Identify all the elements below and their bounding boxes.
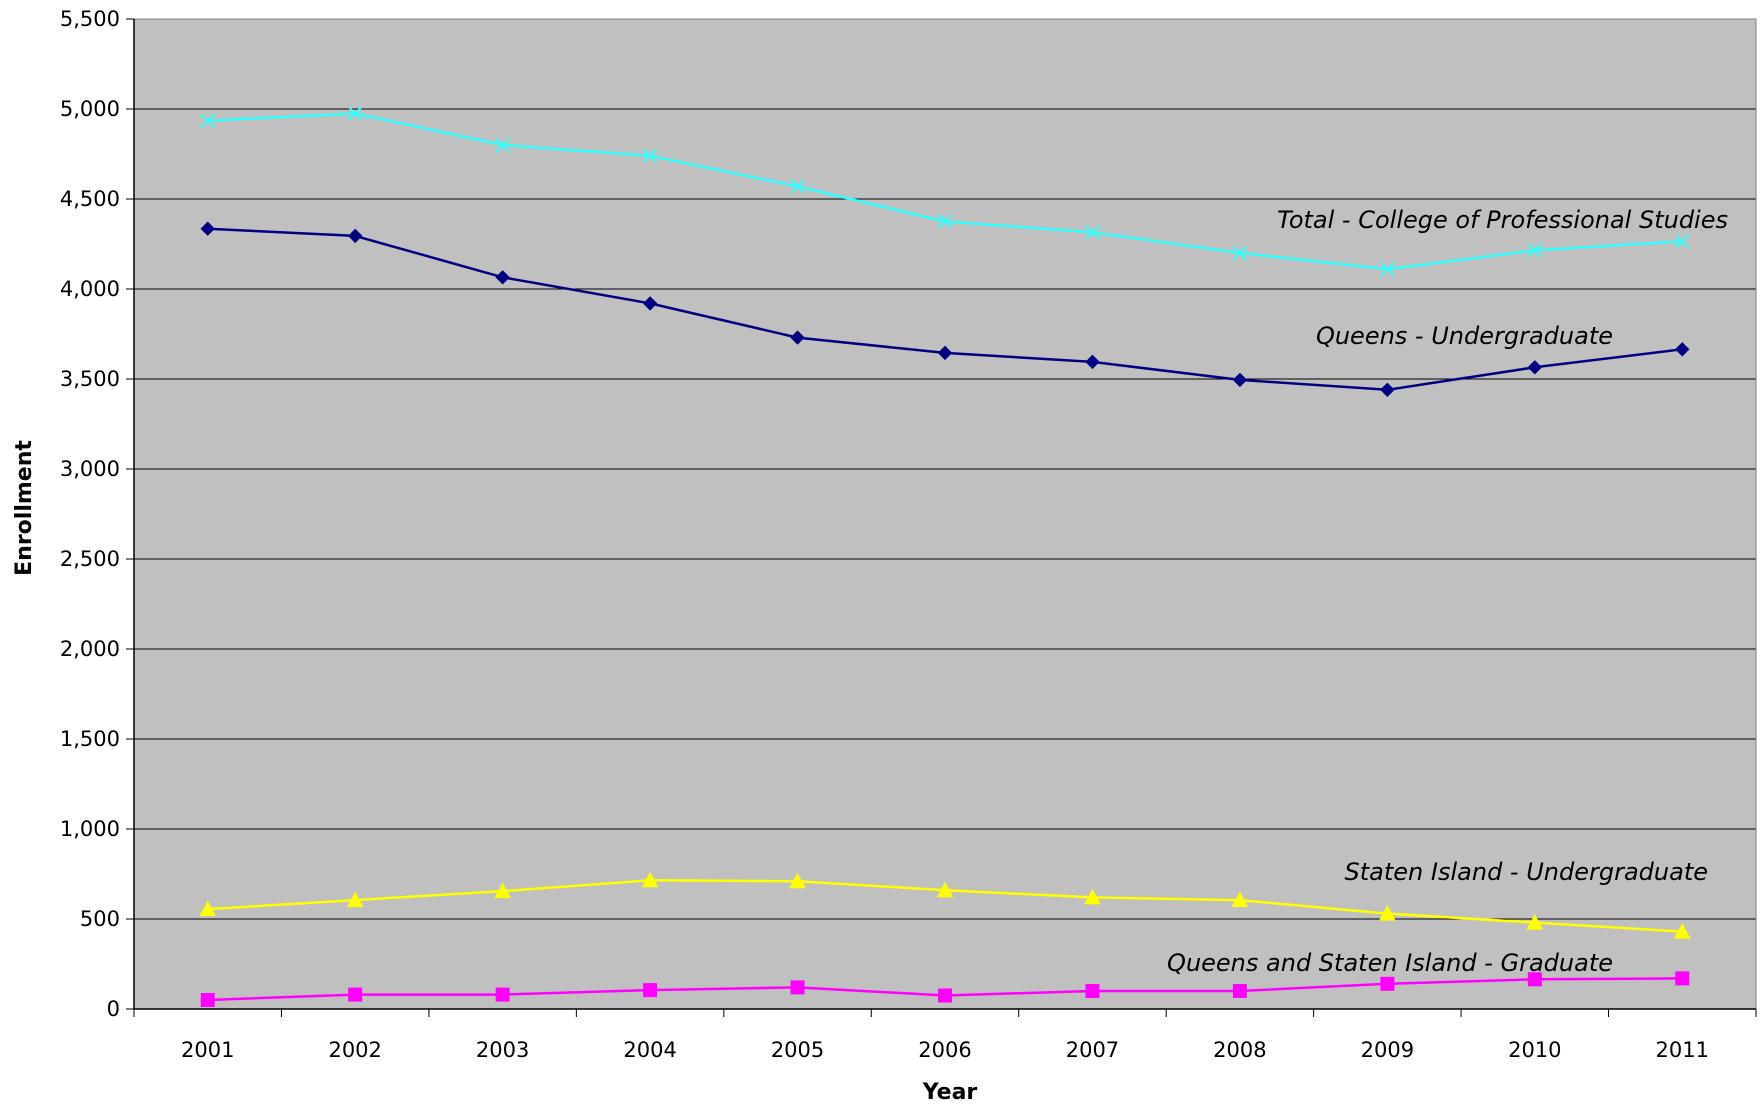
x-marker: [1527, 243, 1543, 258]
diamond-marker: [347, 228, 363, 244]
square-marker: [348, 987, 363, 1002]
series-0: [200, 106, 1690, 277]
series-labels: Total - College of Professional Studies Q…: [1167, 206, 1728, 977]
diamond-marker: [642, 296, 658, 311]
x-marker: [1380, 261, 1395, 277]
x-tick-label: 2003: [476, 1038, 529, 1062]
y-axis-title: Enrollment: [12, 440, 37, 576]
square-marker: [938, 988, 952, 1003]
triangle-marker: [1526, 914, 1544, 930]
x-marker: [937, 214, 953, 229]
square-marker: [200, 993, 215, 1007]
triangle-marker: [346, 891, 364, 908]
diamond-marker: [937, 345, 953, 361]
x-tick-label: 2001: [181, 1038, 234, 1062]
series-label: Queens - Undergraduate: [1316, 322, 1613, 350]
x-tick-label: 2004: [623, 1038, 676, 1062]
x-tick-label: 2009: [1361, 1038, 1414, 1062]
y-tick-label: 3,500: [60, 367, 120, 391]
square-marker: [1232, 984, 1247, 998]
square-marker: [1527, 972, 1542, 987]
triangle-marker: [494, 882, 511, 899]
square-marker: [1085, 984, 1100, 998]
series-1: [200, 221, 1690, 398]
square-marker: [1675, 971, 1690, 986]
y-tick-label: 500: [80, 907, 120, 931]
x-marker: [1085, 225, 1100, 240]
triangle-marker: [199, 900, 217, 917]
square-marker: [790, 980, 805, 995]
triangle-marker: [936, 881, 954, 898]
y-tick-label: 4,000: [60, 277, 120, 301]
x-tick-label: 2006: [918, 1038, 971, 1062]
triangle-marker: [1231, 891, 1249, 908]
y-tick-label: 5,500: [60, 7, 120, 31]
square-marker: [495, 987, 510, 1002]
x-marker: [1232, 245, 1248, 261]
y-tick-label: 4,500: [60, 187, 120, 211]
y-tick-labels: 0 500 1,000 1,500 2,000 2,500 3,000 3,500 4,000 4…: [60, 7, 120, 1021]
triangle-marker: [789, 872, 806, 889]
diamond-marker: [200, 221, 215, 236]
series-3: [200, 971, 1690, 1007]
y-tick-label: 2,000: [60, 637, 120, 661]
diamond-marker: [790, 330, 805, 345]
x-tick-label: 2008: [1213, 1038, 1266, 1062]
diamond-marker: [1380, 382, 1395, 398]
diamond-marker: [1085, 354, 1100, 370]
x-tick-label: 2002: [328, 1038, 381, 1062]
triangle-marker: [1084, 888, 1101, 905]
x-marker: [200, 113, 215, 128]
square-marker: [1380, 976, 1395, 991]
diamond-marker: [1527, 360, 1543, 375]
y-tick-label: 5,000: [60, 97, 120, 121]
diamond-marker: [495, 270, 510, 285]
x-marker: [1675, 234, 1690, 249]
series-label: Staten Island - Undergraduate: [1345, 858, 1708, 886]
x-marker: [495, 137, 510, 153]
plot-area: [134, 19, 1756, 1009]
y-tick-label: 1,000: [60, 817, 120, 841]
series-label: Queens and Staten Island - Graduate: [1167, 949, 1613, 977]
triangle-marker: [1673, 923, 1691, 939]
x-marker: [347, 106, 363, 121]
x-axis-title: Year: [922, 1080, 978, 1104]
square-marker: [643, 983, 658, 998]
triangle-marker: [641, 871, 659, 888]
x-tick-label: 2007: [1066, 1038, 1119, 1062]
axes: [126, 18, 1757, 1017]
x-marker: [790, 179, 805, 194]
series-group: [199, 106, 1691, 1007]
y-tick-label: 0: [107, 997, 120, 1021]
x-tick-label: 2011: [1656, 1038, 1709, 1062]
diamond-marker: [1675, 342, 1690, 357]
x-marker: [642, 148, 658, 164]
x-tick-labels: 2001 2002 2003 2004 2005 2006 2007 2008 2009 2010…: [181, 1038, 1709, 1062]
y-tick-label: 2,500: [60, 547, 120, 571]
series-label: Total - College of Professional Studies: [1277, 206, 1728, 234]
y-tick-label: 1,500: [60, 727, 120, 751]
diamond-marker: [1232, 372, 1248, 388]
x-tick-label: 2005: [771, 1038, 824, 1062]
triangle-marker: [1379, 905, 1396, 921]
x-tick-label: 2010: [1508, 1038, 1561, 1062]
series-2: [199, 871, 1691, 939]
y-tick-label: 3,000: [60, 457, 120, 481]
